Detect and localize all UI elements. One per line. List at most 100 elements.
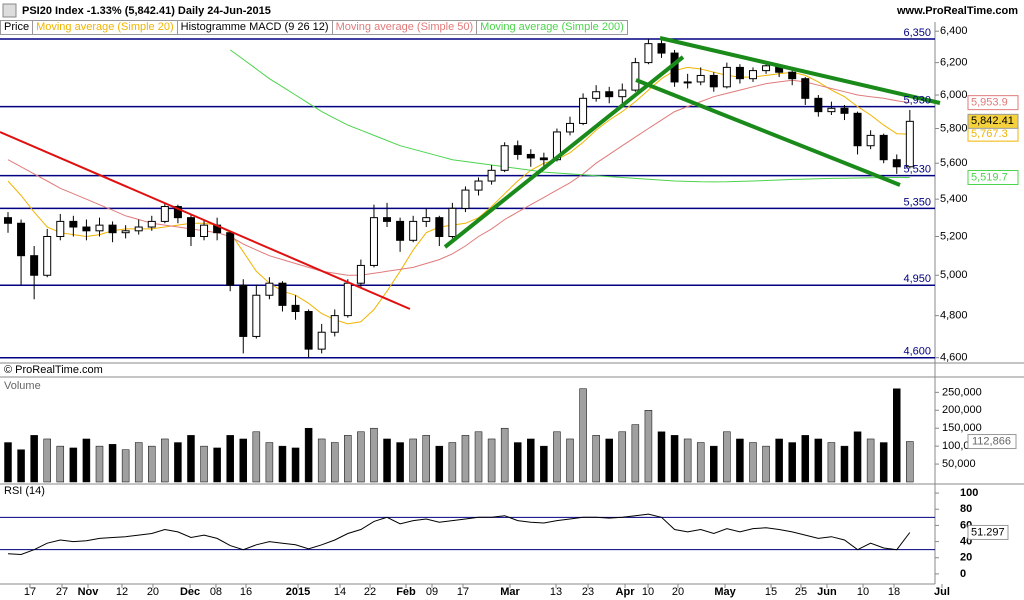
- volume-bar: [683, 438, 692, 483]
- x-tick-label: 23: [582, 586, 594, 598]
- volume-bar: [291, 447, 300, 483]
- x-tick-label: 15: [765, 586, 777, 598]
- x-tick-label: 20: [672, 586, 684, 598]
- candle-body: [487, 169, 496, 182]
- candle-body: [95, 224, 104, 232]
- x-tick-label: May: [714, 586, 736, 598]
- candle-body: [4, 217, 12, 224]
- volume-bar: [278, 445, 287, 483]
- candle-body: [474, 180, 483, 191]
- value-tag-bg: [967, 524, 1009, 540]
- rsi-line: [7, 513, 911, 556]
- x-tick-label: 17: [24, 586, 36, 598]
- x-tick-label: 09: [426, 586, 438, 598]
- candle-body: [239, 284, 248, 337]
- candle-body: [147, 220, 156, 228]
- volume-bar: [618, 431, 627, 483]
- value-tag: 5,842.41: [971, 115, 1014, 127]
- panel-label: Volume: [4, 380, 41, 392]
- volume-bar: [17, 449, 25, 483]
- volume-bar: [422, 435, 430, 483]
- trend-line: [443, 55, 685, 249]
- legend-item: Moving average (Simple 50): [331, 20, 478, 35]
- volume-bar: [527, 438, 535, 483]
- y-tick-label: 6,400: [940, 25, 968, 37]
- candle-body: [265, 282, 274, 296]
- value-tag: 5,519.7: [971, 171, 1008, 183]
- volume-bar: [513, 442, 522, 483]
- moving-average: [7, 79, 910, 276]
- volume-bar: [788, 442, 796, 483]
- volume-bar: [69, 447, 78, 483]
- candle-body: [17, 222, 26, 257]
- candle-body: [369, 217, 378, 266]
- candle-body: [252, 294, 261, 337]
- legend: Price Moving average (Simple 20) Histogr…: [0, 20, 628, 35]
- y-tick-label: 80: [960, 503, 972, 515]
- candle-body: [592, 91, 601, 99]
- volume-bar: [108, 444, 117, 483]
- y-tick-label: 50,000: [942, 458, 976, 470]
- volume-bar: [540, 445, 548, 483]
- volume-bar: [906, 441, 914, 483]
- candle-body: [762, 65, 771, 72]
- volume-bar: [435, 445, 444, 483]
- candle-body: [748, 70, 757, 80]
- candle-body: [396, 220, 405, 241]
- y-tick-label: 5,600: [940, 157, 968, 169]
- volume-bar: [383, 438, 391, 483]
- volume-bar: [148, 445, 156, 483]
- volume-bar: [396, 442, 404, 483]
- candle-body: [879, 134, 888, 161]
- x-tick-label: 2015: [286, 586, 310, 598]
- volume-bar: [161, 438, 169, 483]
- volume-bar: [866, 438, 875, 483]
- candle-body: [905, 120, 914, 168]
- candle-body: [683, 81, 692, 84]
- volume-bar: [670, 435, 679, 483]
- legend-item: Price: [0, 20, 34, 35]
- candle-body: [356, 264, 365, 284]
- volume-bar: [56, 445, 65, 483]
- candle-body: [657, 43, 666, 54]
- x-tick-label: 10: [857, 586, 869, 598]
- volume-bar: [252, 431, 261, 483]
- candle-body: [226, 232, 235, 286]
- candle-body: [343, 282, 352, 317]
- x-tick-label: Dec: [180, 586, 200, 598]
- volume-bar: [736, 438, 744, 483]
- x-tick-label: 27: [56, 586, 68, 598]
- volume-bar: [879, 442, 888, 483]
- x-tick-label: 22: [364, 586, 376, 598]
- volume-bar: [840, 445, 849, 483]
- y-tick-label: 100: [960, 487, 978, 499]
- y-tick-label: 6,200: [940, 57, 968, 69]
- volume-bar: [370, 427, 378, 483]
- plot-area: Volume RSI (14): [0, 22, 1024, 588]
- y-tick-label: 0: [960, 568, 966, 580]
- level-label: 5,530: [903, 164, 931, 176]
- candle-body: [631, 62, 640, 91]
- volume-bar: [448, 442, 457, 483]
- candle-body: [56, 220, 65, 237]
- candle-body: [278, 282, 287, 306]
- copyright: © ProRealTime.com: [4, 364, 103, 376]
- candle-body: [539, 157, 548, 161]
- volume-bar: [762, 445, 770, 483]
- volume-bar: [657, 431, 666, 483]
- x-tick-label: Apr: [616, 586, 636, 598]
- candle-body: [709, 74, 718, 88]
- candle-body: [827, 107, 836, 113]
- volume-bar: [409, 438, 417, 483]
- candle-body: [422, 217, 431, 222]
- trend-line: [0, 131, 411, 310]
- volume-bar: [357, 431, 365, 483]
- value-tag-bg: [967, 434, 1017, 450]
- y-tick-label: 5,200: [940, 230, 968, 242]
- volume-bar: [174, 442, 182, 483]
- trend-line: [659, 36, 941, 105]
- x-tick-label: 18: [888, 586, 900, 598]
- candle-body: [304, 311, 313, 350]
- volume-bar: [710, 445, 718, 483]
- candle-body: [383, 217, 392, 222]
